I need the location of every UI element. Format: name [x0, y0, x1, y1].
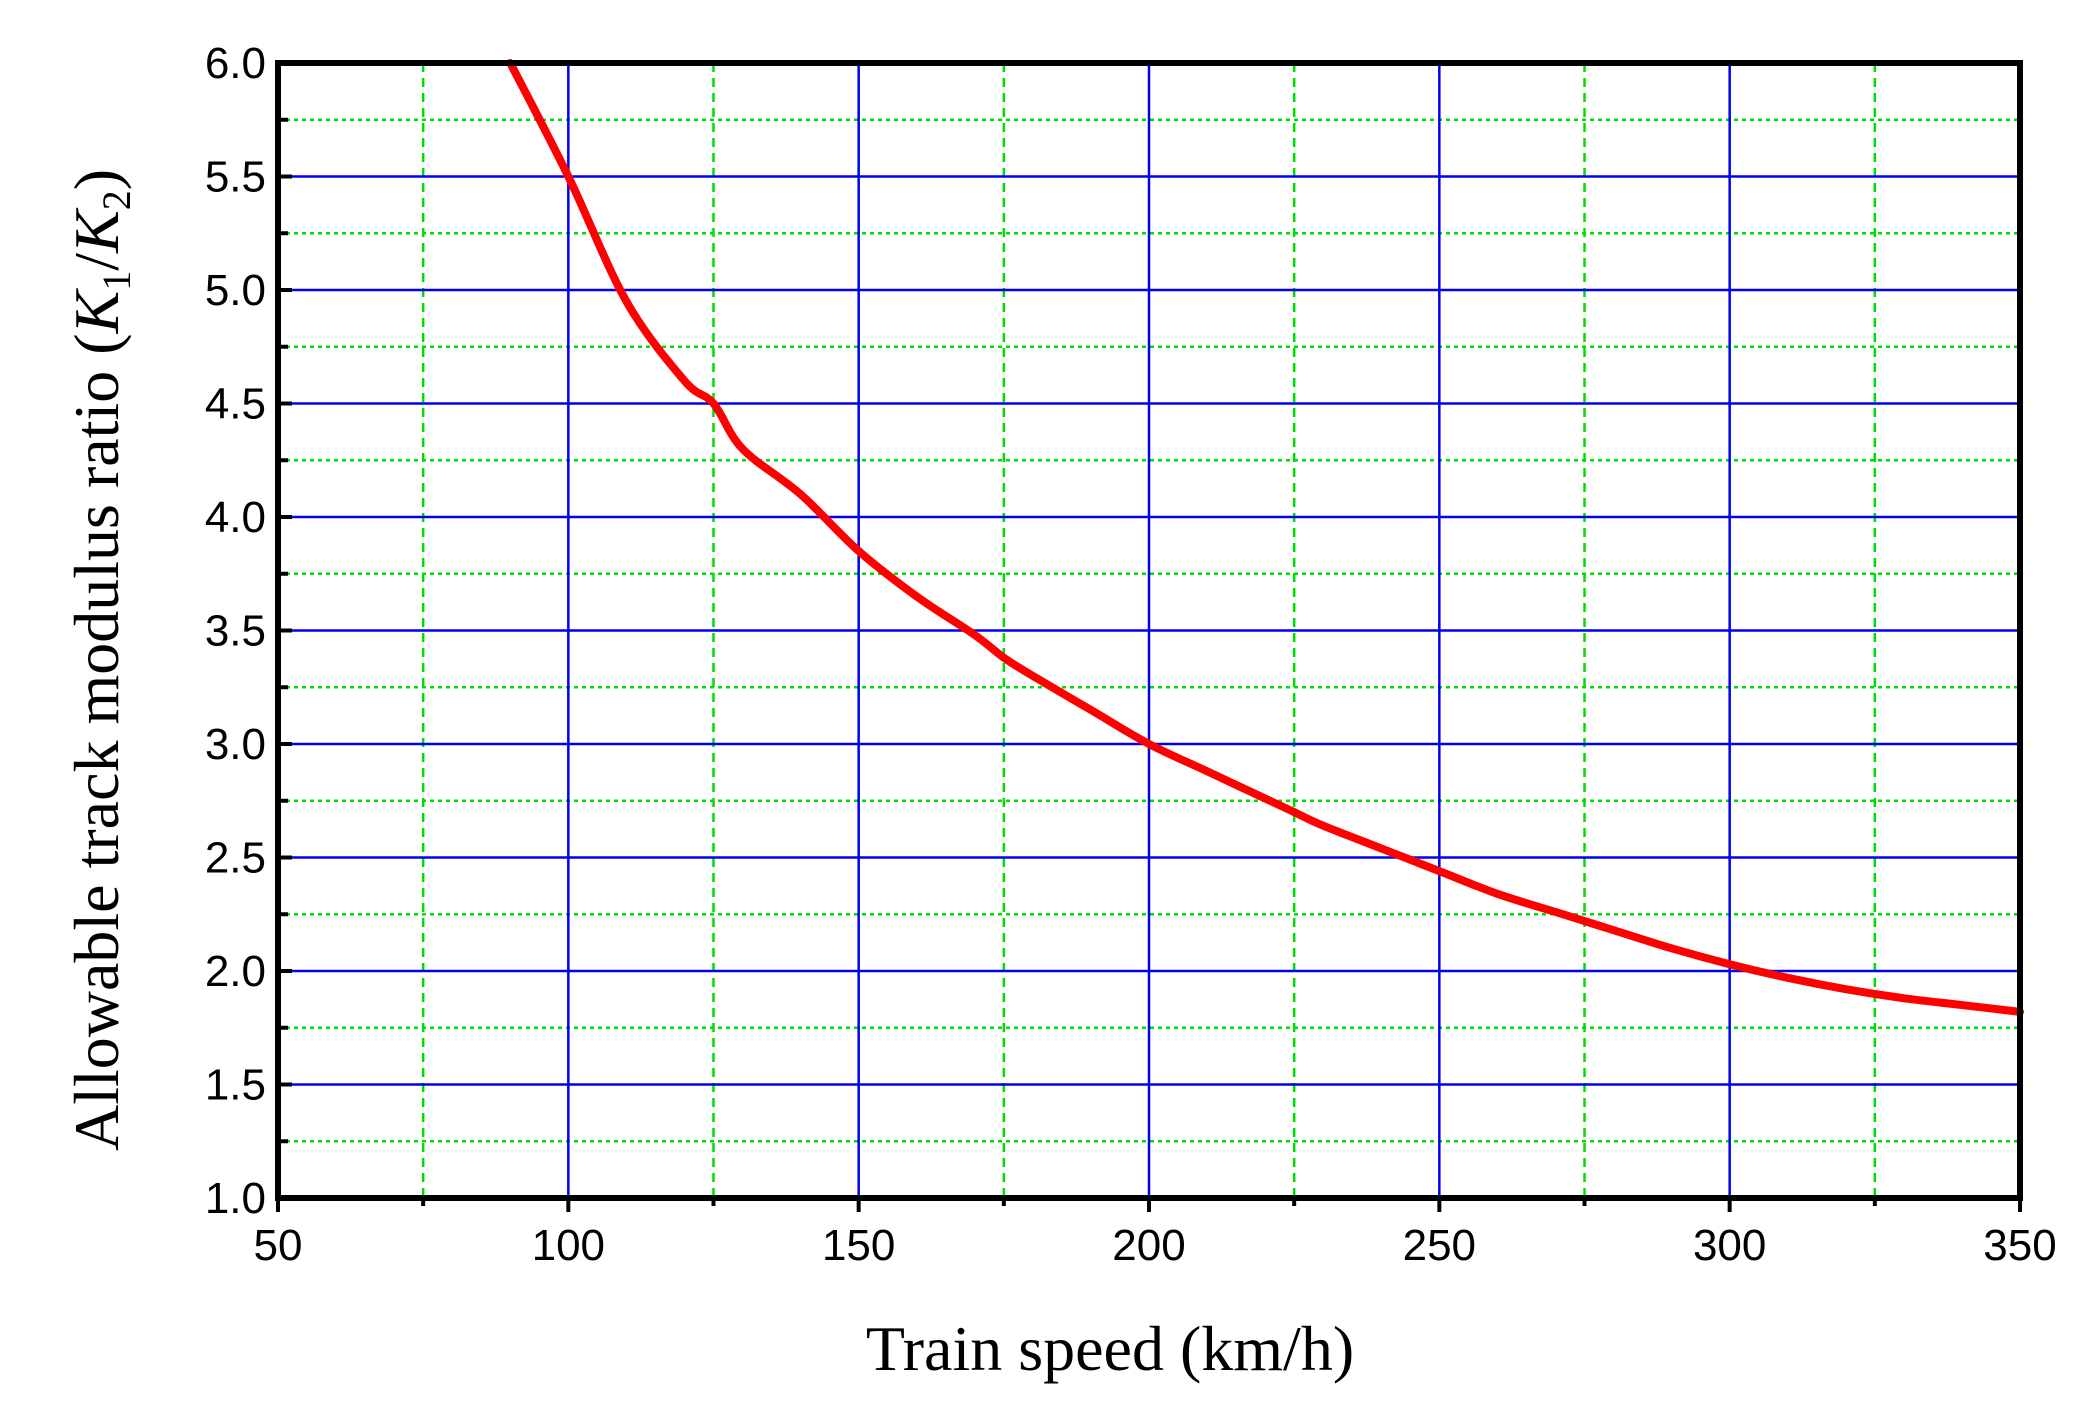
y-axis-title-slash: / — [61, 253, 132, 271]
y-tick-label: 3.0 — [205, 720, 266, 769]
x-tick-label: 150 — [822, 1221, 895, 1270]
grid-lines — [278, 63, 2020, 1198]
x-tick-label: 50 — [254, 1221, 303, 1270]
y-tick-label: 4.0 — [205, 493, 266, 542]
x-tick-label: 350 — [1983, 1221, 2056, 1270]
y-axis-title: Allowable track modulus ratio (K1/K2) — [61, 169, 139, 1151]
y-tick-label: 1.5 — [205, 1061, 266, 1110]
x-tick-label: 200 — [1112, 1221, 1185, 1270]
y-axis-title-paren-open: ( — [61, 333, 132, 370]
series-line — [506, 59, 2024, 1016]
y-tick-label: 3.5 — [205, 607, 266, 656]
y-tick-label: 5.0 — [205, 266, 266, 315]
x-tick-label: 250 — [1403, 1221, 1476, 1270]
series-layer — [506, 59, 2024, 1016]
y-tick-label: 4.5 — [205, 380, 266, 429]
y-axis-title-k1: K — [61, 287, 132, 334]
axis-ticks — [275, 61, 2022, 1212]
x-tick-label: 100 — [532, 1221, 605, 1270]
x-tick-labels: 50 100 150 200 250 300 350 — [254, 1221, 2057, 1270]
y-axis-title-k1-sub: 1 — [94, 271, 139, 291]
y-tick-label: 2.5 — [205, 834, 266, 883]
y-axis-title-paren-close: ) — [61, 169, 132, 190]
x-tick-label: 300 — [1693, 1221, 1766, 1270]
y-tick-label: 5.5 — [205, 153, 266, 202]
y-tick-labels: 1.0 1.5 2.0 2.5 3.0 3.5 4.0 4.5 5.0 5.5 6.0 — [205, 39, 266, 1223]
y-tick-label: 6.0 — [205, 39, 266, 88]
y-tick-label: 1.0 — [205, 1174, 266, 1223]
x-axis-title: Train speed (km/h) — [866, 1313, 1354, 1384]
y-axis-title-k2-sub: 2 — [94, 190, 139, 210]
y-axis-title-k2: K — [61, 207, 132, 254]
y-axis-title-text: Allowable track modulus ratio — [61, 371, 132, 1151]
y-tick-label: 2.0 — [205, 947, 266, 996]
